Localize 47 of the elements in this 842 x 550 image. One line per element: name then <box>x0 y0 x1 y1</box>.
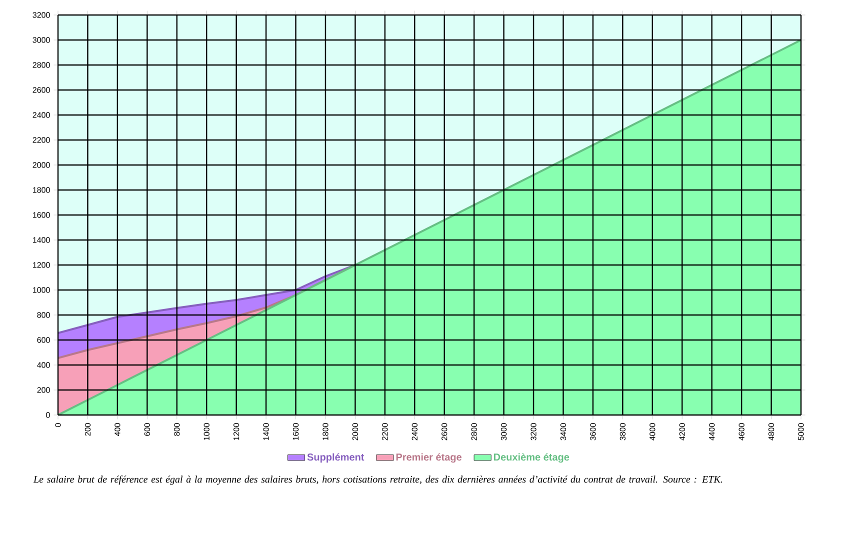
y-tick-label: 1600 <box>33 212 50 218</box>
x-tick-label: 4600 <box>738 423 744 440</box>
x-tick-label: 3000 <box>500 423 507 440</box>
y-tick-label: 1400 <box>33 237 50 243</box>
x-tick-label: 400 <box>114 423 120 436</box>
x-tick-label: 2000 <box>352 423 358 440</box>
x-tick-label: 4200 <box>679 423 685 440</box>
y-tick-label: 0 <box>46 412 50 418</box>
y-tick-label: 1200 <box>33 262 50 268</box>
x-tick-label: 5000 <box>798 423 804 440</box>
x-tick-label: 0 <box>55 423 61 427</box>
x-tick-label: 4800 <box>768 423 774 440</box>
x-tick-label: 3600 <box>590 423 596 440</box>
y-tick-label: 2800 <box>32 62 50 68</box>
y-tick-label: 2000 <box>32 162 50 168</box>
legend-label: Deuxième étage <box>494 453 570 463</box>
y-tick-label: 2200 <box>32 137 50 143</box>
x-tick-label: 2600 <box>442 423 448 440</box>
x-tick-label: 3400 <box>560 423 566 440</box>
x-tick-label: 800 <box>174 423 180 436</box>
x-tick-label: 3800 <box>620 423 626 440</box>
x-tick-label: 2800 <box>471 423 477 440</box>
text: Le salaire brut de référence est égal à la moyenne des salaires bruts, hors cotisations retraite, des dix dernières années d’activité du contrat de travail. Source : ETK. <box>33 476 722 485</box>
legend-label: Premier étage <box>396 453 462 463</box>
y-tick-label: 2400 <box>32 112 50 118</box>
x-tick-label: 3200 <box>530 423 536 440</box>
x-tick-label: 1400 <box>263 423 269 440</box>
x-tick-label: 2200 <box>382 423 388 440</box>
y-tick-label: 2600 <box>32 87 50 93</box>
x-tick-label: 600 <box>144 423 150 436</box>
y-tick-label: 1000 <box>33 287 50 293</box>
y-tick-label: 800 <box>37 312 50 318</box>
x-tick-label: 4400 <box>709 423 715 440</box>
legend-label: Supplément <box>307 453 364 463</box>
x-tick-label: 1200 <box>233 423 240 440</box>
y-tick-label: 600 <box>37 337 50 343</box>
x-tick-label: 1000 <box>204 423 210 440</box>
y-tick-label: 3200 <box>32 12 50 18</box>
y-tick-label: 1800 <box>33 187 50 193</box>
x-tick-label: 4000 <box>650 423 656 440</box>
x-tick-label: 2400 <box>412 423 418 440</box>
y-tick-label: 400 <box>37 362 50 368</box>
x-tick-label: 200 <box>84 423 91 436</box>
x-tick-label: 1800 <box>322 423 328 440</box>
x-tick-label: 1600 <box>292 423 299 440</box>
y-tick-label: 3000 <box>32 37 50 43</box>
y-tick-label: 200 <box>37 387 50 393</box>
